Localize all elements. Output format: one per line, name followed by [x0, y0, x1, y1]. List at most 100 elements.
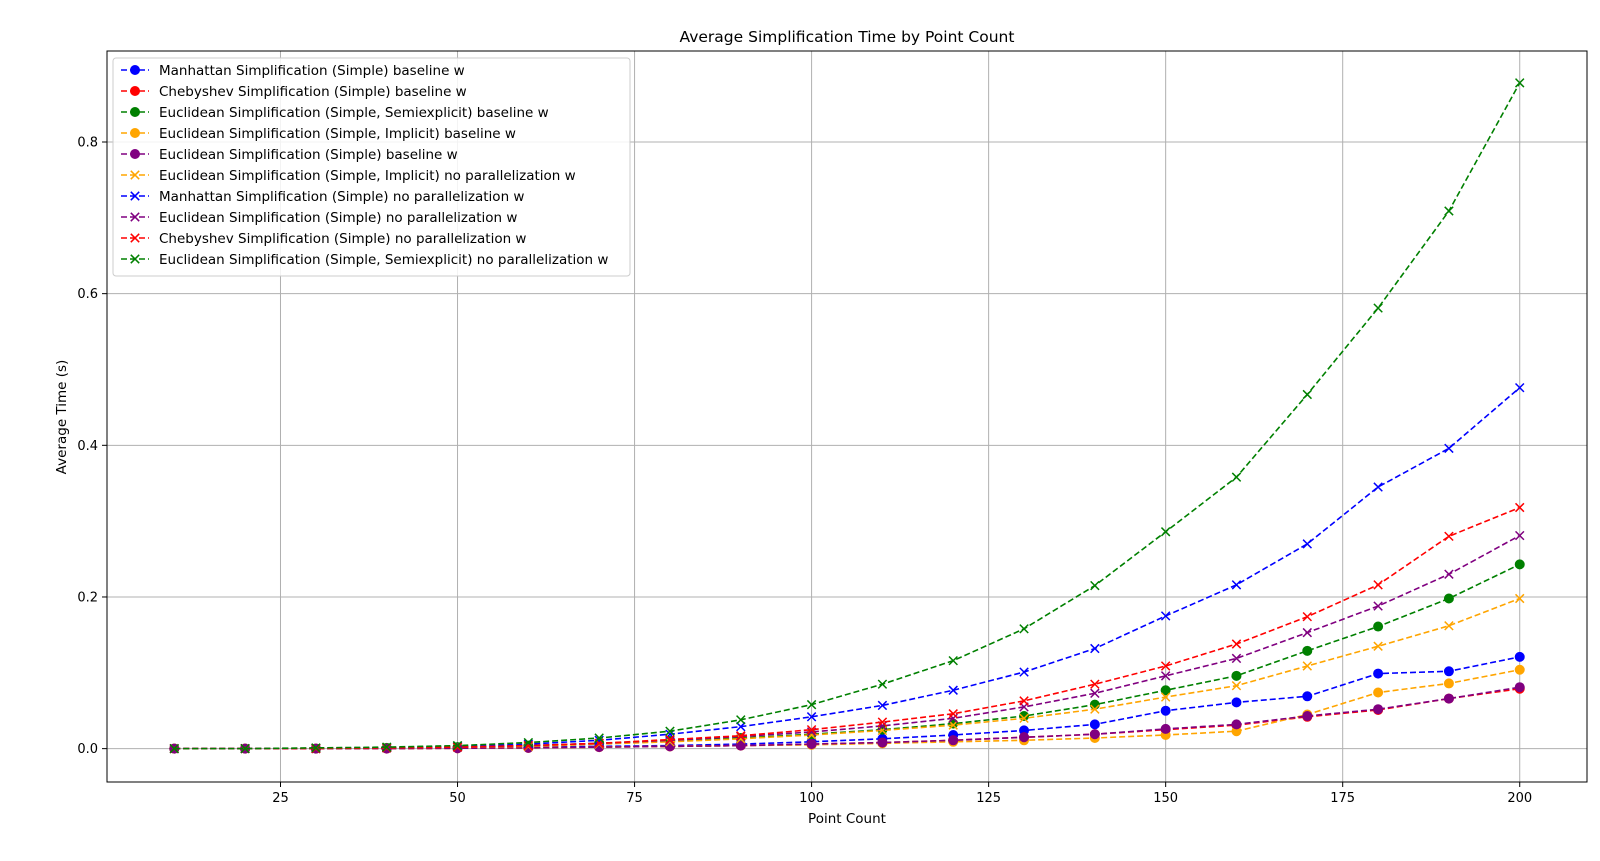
point-marker-x [1373, 303, 1383, 313]
y-tick-label: 0.2 [77, 590, 98, 605]
legend-marker [130, 107, 140, 117]
point-marker-x [1019, 624, 1029, 634]
point-marker-circle [1231, 697, 1242, 708]
point-marker-circle [1231, 670, 1242, 681]
point-marker-x [1373, 482, 1383, 492]
legend-entry: Chebyshev Simplification (Simple) no par… [121, 231, 526, 247]
point-marker-circle [1302, 645, 1313, 656]
point-marker-x [1444, 621, 1454, 631]
series-layer [169, 78, 1525, 754]
point-marker-x [1373, 641, 1383, 651]
legend-label: Euclidean Simplification (Simple) no par… [159, 210, 517, 226]
x-tick-label: 125 [976, 791, 1001, 806]
point-marker-circle [948, 735, 959, 746]
point-marker-x [736, 731, 746, 741]
legend-label: Euclidean Simplification (Simple) baseli… [159, 147, 458, 163]
point-marker-circle [806, 739, 817, 750]
point-marker-x [736, 715, 746, 725]
series-line [174, 563, 1521, 750]
point-marker-x [948, 685, 958, 695]
point-marker-circle [1160, 723, 1171, 734]
point-marker-circle [1302, 711, 1313, 722]
point-marker-x [523, 737, 534, 748]
point-marker-circle [877, 737, 888, 748]
legend-marker [130, 191, 140, 201]
point-marker-circle [1019, 732, 1030, 743]
legend-marker [130, 254, 140, 264]
x-tick-label: 100 [799, 791, 824, 806]
point-marker-circle [1089, 719, 1100, 730]
point-marker-x [948, 720, 958, 730]
point-marker-x [1090, 688, 1100, 699]
point-marker-x [948, 709, 958, 719]
legend-marker [130, 86, 140, 96]
legend-label: Euclidean Simplification (Simple, Implic… [159, 168, 576, 184]
legend: Manhattan Simplification (Simple) baseli… [112, 57, 631, 277]
chart-title: Average Simplification Time by Point Cou… [680, 28, 1015, 46]
point-marker-x [877, 717, 888, 727]
legend-marker [130, 233, 140, 243]
axis-ticks: 25 50 75 100 125 150 175 200 0.0 0.2 0.4 0.6 0.8 [77, 135, 1532, 806]
point-marker-circle [1089, 729, 1100, 740]
point-marker-x [1302, 611, 1313, 622]
y-tick-label: 0.6 [77, 287, 98, 302]
x-tick-label: 50 [449, 791, 466, 806]
legend-entry: Euclidean Simplification (Simple, Implic… [121, 126, 516, 142]
point-marker-x [1231, 580, 1242, 590]
point-marker-x [311, 743, 321, 753]
point-marker-circle [1373, 704, 1384, 715]
grid [107, 51, 1587, 782]
point-marker-x [594, 733, 604, 743]
legend-entry: Euclidean Simplification (Simple, Semiex… [121, 105, 549, 121]
legend-label: Chebyshev Simplification (Simple) baseli… [159, 84, 467, 100]
y-axis-label: Average Time (s) [54, 360, 70, 475]
point-marker-x [1444, 206, 1454, 216]
point-marker-x [1514, 593, 1525, 604]
legend-marker [130, 212, 140, 222]
point-marker-x [1514, 78, 1525, 88]
point-marker-x [665, 726, 675, 736]
point-marker-x [877, 679, 888, 689]
y-tick-label: 0.8 [77, 135, 98, 150]
x-tick-label: 150 [1153, 791, 1178, 806]
series-line [174, 82, 1521, 750]
legend-marker [130, 170, 140, 180]
legend-entry: Euclidean Simplification (Simple, Implic… [121, 168, 576, 184]
point-marker-x [1160, 527, 1171, 537]
legend-label: Euclidean Simplification (Simple, Semiex… [159, 252, 608, 268]
point-marker-x [452, 740, 463, 751]
legend-label: Chebyshev Simplification (Simple) no par… [159, 231, 526, 247]
legend-label: Manhattan Simplification (Simple) baseli… [159, 63, 465, 79]
point-marker-circle [1089, 699, 1100, 710]
y-tick-label: 0.0 [77, 742, 98, 757]
legend-entry: Euclidean Simplification (Simple) baseli… [121, 147, 458, 163]
legend-marker [130, 149, 140, 159]
point-marker-x [1444, 569, 1454, 579]
x-tick-label: 175 [1330, 791, 1355, 806]
point-marker-x [806, 724, 817, 735]
legend-marker [130, 65, 140, 75]
point-marker-x [1444, 531, 1454, 542]
point-marker-circle [1443, 678, 1454, 689]
legend-entry: Chebyshev Simplification (Simple) baseli… [121, 84, 467, 100]
point-marker-x [1302, 389, 1313, 400]
series-line [174, 506, 1521, 750]
y-tick-label: 0.4 [77, 439, 98, 454]
point-marker-circle [1514, 664, 1525, 675]
series-10 [169, 78, 1525, 754]
point-marker-x [1090, 704, 1100, 714]
point-marker-x [1231, 653, 1242, 664]
legend-label: Euclidean Simplification (Simple, Semiex… [159, 105, 549, 121]
point-marker-x [1302, 627, 1313, 638]
point-marker-circle [1160, 705, 1171, 716]
point-marker-x [948, 655, 958, 666]
point-marker-x [1019, 696, 1029, 706]
x-tick-label: 200 [1507, 791, 1532, 806]
series-line [174, 597, 1521, 750]
point-marker-x [1090, 679, 1100, 689]
point-marker-x [1373, 580, 1383, 590]
point-marker-circle [1160, 685, 1171, 696]
point-marker-circle [1373, 668, 1384, 679]
point-marker-x [1160, 671, 1171, 681]
